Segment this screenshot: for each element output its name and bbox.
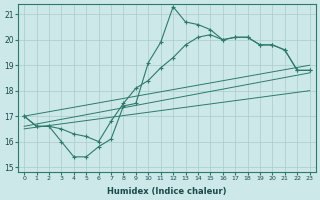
X-axis label: Humidex (Indice chaleur): Humidex (Indice chaleur): [107, 187, 227, 196]
